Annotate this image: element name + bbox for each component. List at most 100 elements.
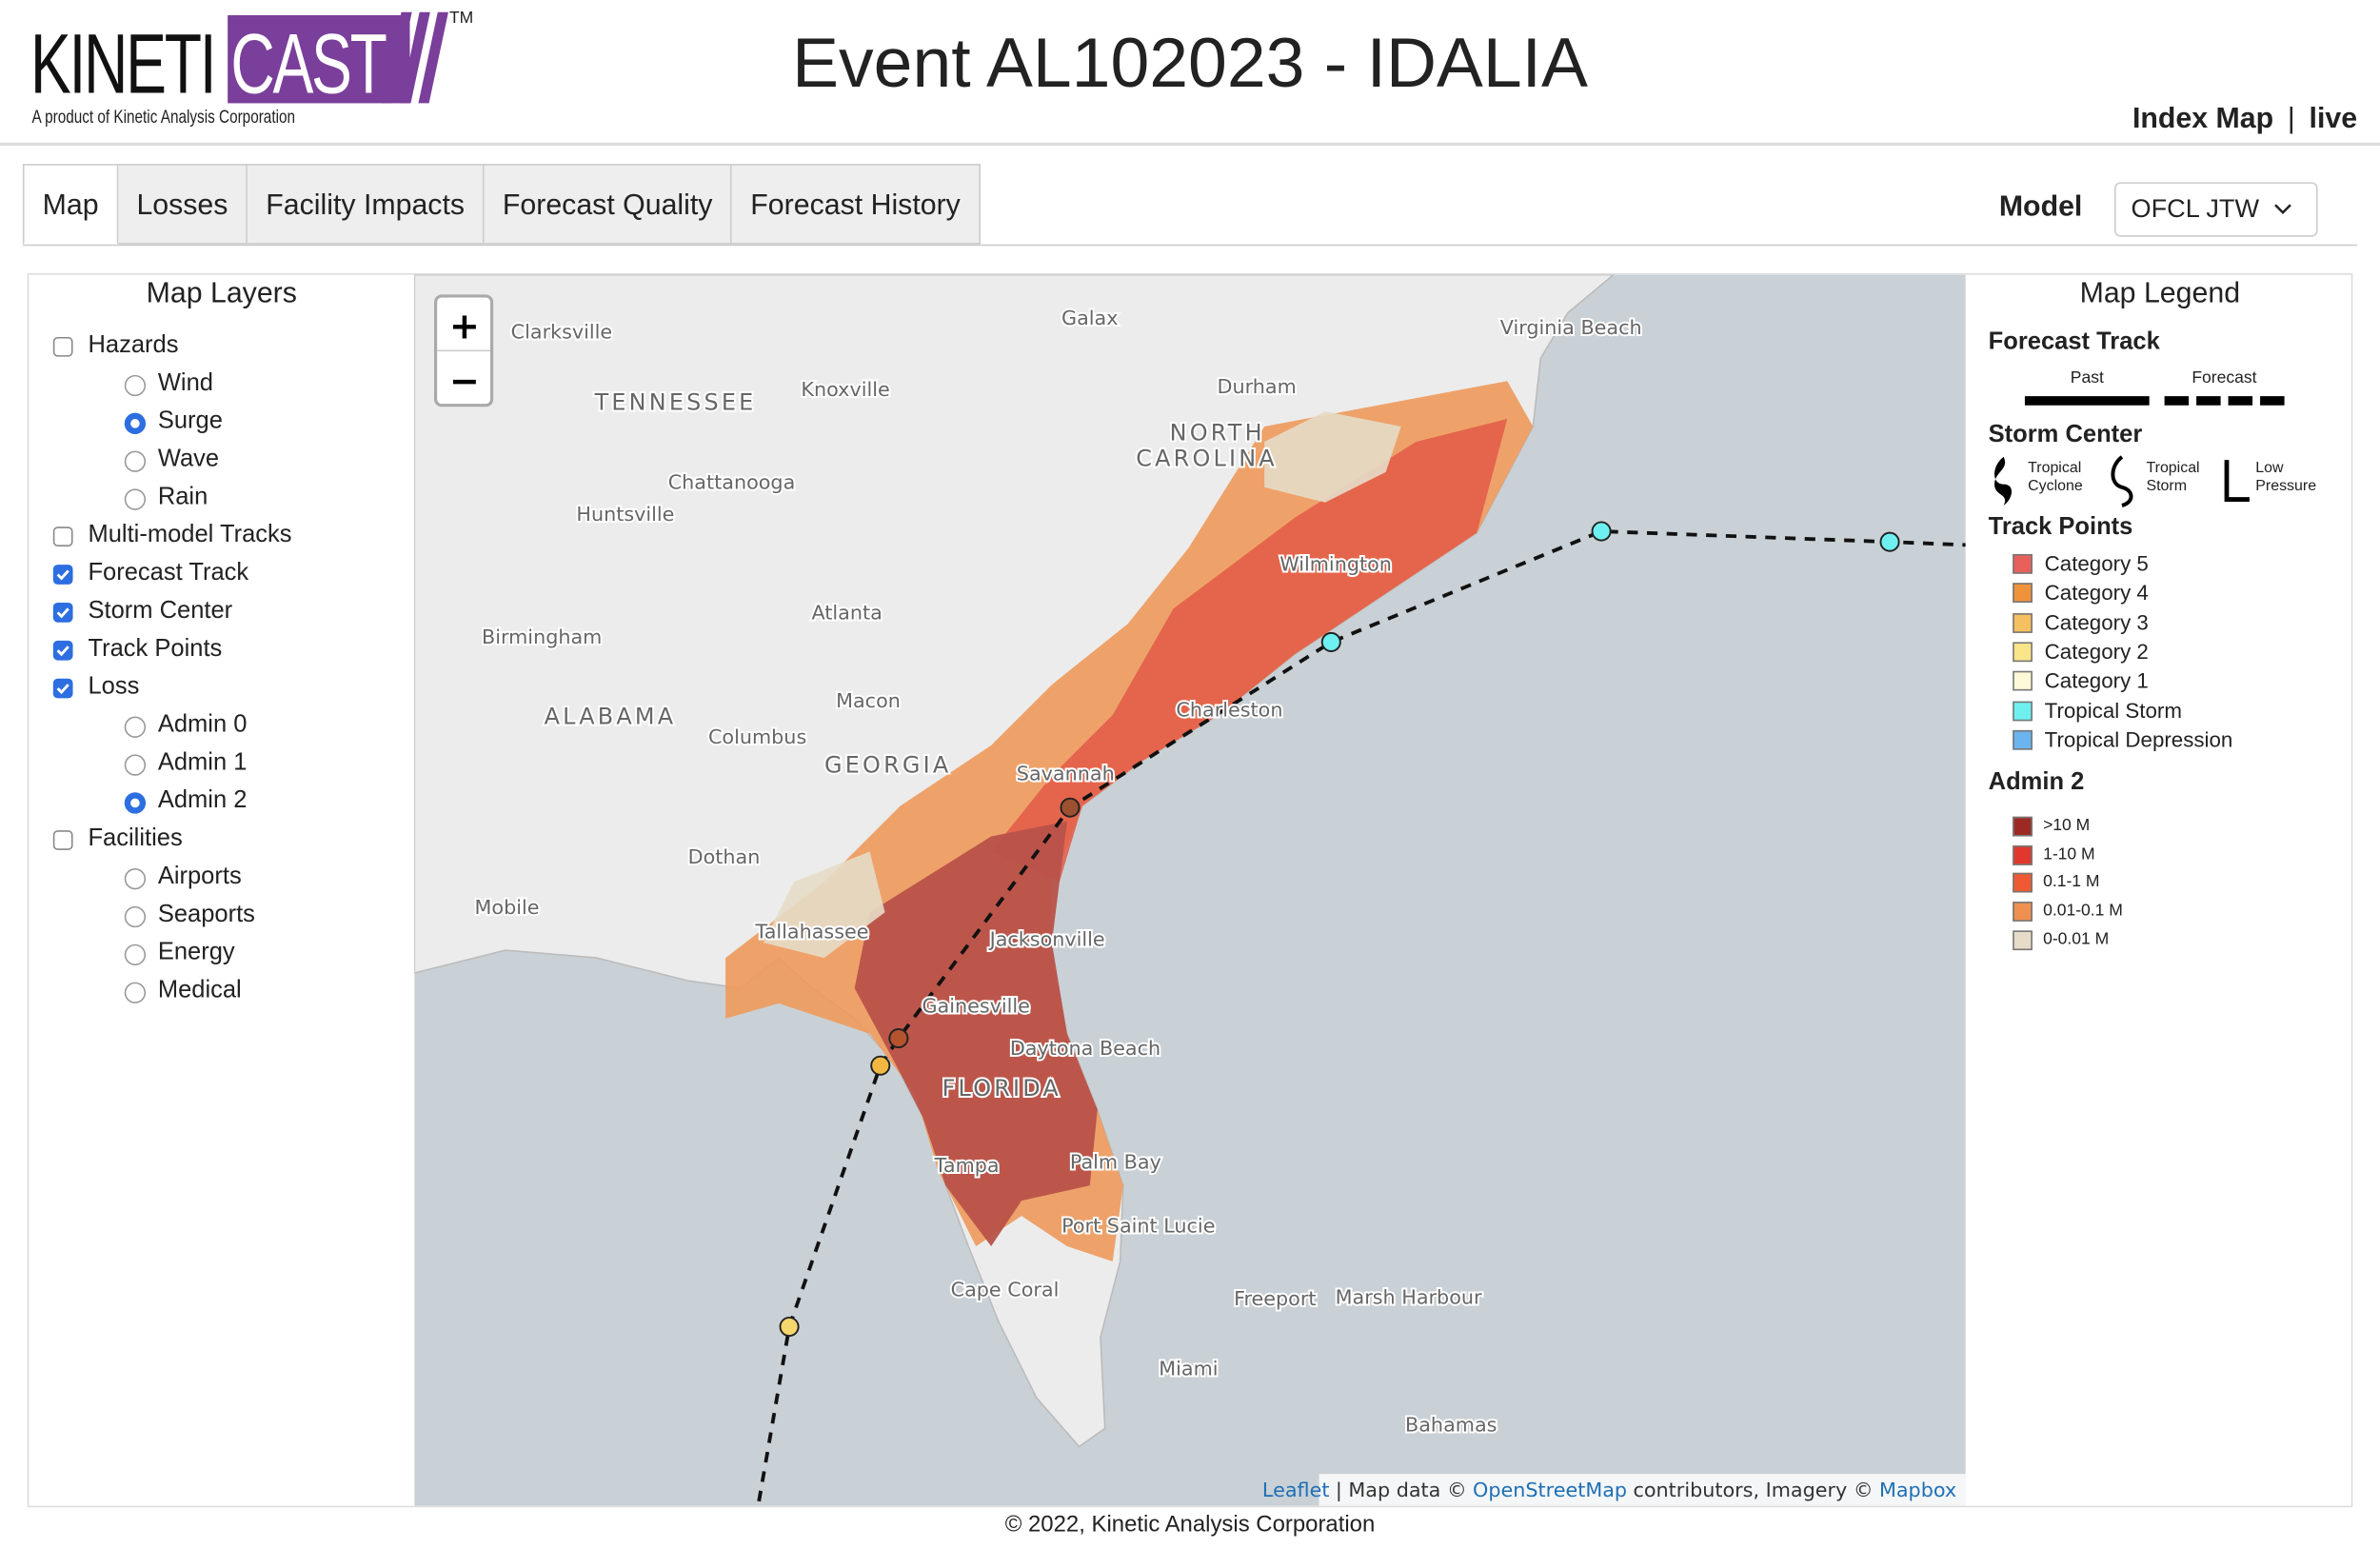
zoom-out[interactable]: − <box>449 360 480 403</box>
track-point[interactable] <box>888 1028 909 1049</box>
radio[interactable] <box>124 450 147 472</box>
layer-label[interactable]: Seaports <box>157 902 255 928</box>
place-label: Virginia Beach <box>1500 316 1642 339</box>
place-label: Birmingham <box>482 626 602 648</box>
place-label: Galax <box>1061 307 1118 329</box>
layer-label[interactable]: Admin 1 <box>157 749 248 776</box>
layer-label[interactable]: Energy <box>157 939 235 966</box>
legend-swatch <box>2013 844 2033 865</box>
tab[interactable]: Forecast Quality <box>484 164 733 245</box>
checkbox[interactable] <box>52 602 73 623</box>
radio[interactable] <box>124 905 147 928</box>
track-point[interactable] <box>779 1316 800 1338</box>
layer-label[interactable]: Multi-model Tracks <box>88 522 292 548</box>
track-point[interactable] <box>1060 797 1081 818</box>
tab[interactable]: Losses <box>118 164 248 245</box>
layer-label[interactable]: Wind <box>157 370 213 397</box>
attribution-bg <box>1319 1474 1966 1506</box>
legend-label: Tropical Depression <box>2044 726 2233 751</box>
storm-icon <box>2111 455 2133 507</box>
checkbox[interactable] <box>52 336 73 357</box>
place-label: Wilmington <box>1279 552 1392 575</box>
place-label: FLORIDA <box>942 1075 1061 1102</box>
layer-label[interactable]: Facilities <box>88 825 183 852</box>
attribution: Leaflet | Map data © OpenStreetMap contribu… <box>1262 1479 1956 1502</box>
radio[interactable] <box>124 488 147 510</box>
layer-label[interactable]: Loss <box>88 673 140 701</box>
layer-label[interactable]: Medical <box>157 977 242 1003</box>
separator: | <box>2287 103 2295 135</box>
nav-links: Index Map | live <box>2127 103 2358 136</box>
tab[interactable]: Facility Impacts <box>248 164 485 245</box>
attribution-part[interactable]: OpenStreetMap <box>1473 1479 1627 1501</box>
layer-label[interactable]: Surge <box>157 407 223 434</box>
layer-label[interactable]: Track Points <box>88 636 223 663</box>
place-label: Durham <box>1218 375 1297 398</box>
legend-label: Tropical Storm <box>2044 697 2182 723</box>
chevron <box>2274 204 2291 215</box>
track-point[interactable] <box>1879 531 1900 552</box>
attribution-part[interactable]: Leaflet <box>1262 1479 1330 1501</box>
legend-text: Storm <box>2146 478 2188 495</box>
checkbox[interactable] <box>52 678 73 699</box>
layer-label[interactable]: Rain <box>157 484 208 510</box>
layer-label[interactable]: Storm Center <box>88 598 233 625</box>
check-path <box>56 607 69 619</box>
nav-link[interactable]: Index Map <box>2132 103 2274 135</box>
legend-swatch <box>2013 671 2033 691</box>
checkbox[interactable] <box>52 526 73 546</box>
radio[interactable] <box>124 943 147 966</box>
legend-text: Pressure <box>2255 478 2317 495</box>
radio[interactable] <box>124 867 147 890</box>
place-label: Gainesville <box>922 994 1029 1017</box>
layer-label[interactable]: Hazards <box>88 332 179 359</box>
layer-label[interactable]: Forecast Track <box>88 560 249 586</box>
place-label: Macon <box>836 689 901 712</box>
layer-label[interactable]: Wave <box>157 446 220 472</box>
place-label: Charleston <box>1176 699 1282 722</box>
radio[interactable] <box>124 374 147 397</box>
tab-bar: Map Losses Facility Impacts Forecast Qualit… <box>22 164 981 245</box>
layer-label[interactable]: Airports <box>157 864 242 890</box>
place-label: Dothan <box>688 845 761 868</box>
radio[interactable] <box>124 716 147 738</box>
radio[interactable] <box>124 754 147 776</box>
logo-box <box>228 14 410 104</box>
map[interactable]: Clarksville Galax Virginia Beach TENNESSEE K… <box>414 274 1966 1506</box>
place-label: CAROLINA <box>1136 445 1278 471</box>
place-label: Bahamas <box>1405 1414 1497 1437</box>
place-label: Freeport <box>1234 1287 1316 1310</box>
legend-heading: Storm Center <box>1988 422 2143 448</box>
track-point[interactable] <box>870 1055 891 1076</box>
nav-link[interactable]: live <box>2309 103 2358 135</box>
tab[interactable]: Forecast History <box>732 164 981 245</box>
track-point[interactable] <box>1320 631 1341 652</box>
cyclone-icon <box>1994 456 2013 506</box>
legend-swatch <box>2013 612 2033 633</box>
attribution-part[interactable]: Mapbox <box>1879 1479 1956 1501</box>
legend-swatch <box>2013 553 2033 574</box>
checkbox[interactable] <box>52 830 73 850</box>
checkbox[interactable] <box>52 565 73 585</box>
place-label: ALABAMA <box>545 704 677 730</box>
place-label: Daytona Beach <box>1010 1037 1160 1060</box>
radio[interactable] <box>124 412 147 434</box>
checkbox[interactable] <box>52 640 73 661</box>
legend-text: Low <box>2255 460 2284 477</box>
layer-label[interactable]: Admin 2 <box>157 787 248 814</box>
place-label: Savannah <box>1017 763 1115 785</box>
track-point[interactable] <box>1591 521 1612 542</box>
place-label: Palm Bay <box>1070 1151 1161 1174</box>
radio[interactable] <box>124 792 147 814</box>
legend-label: 1-10 M <box>2043 844 2095 864</box>
legend-heading: Admin 2 <box>1988 769 2085 796</box>
check-path <box>56 645 69 657</box>
tab[interactable]: Map <box>22 164 119 245</box>
layers-panel: Map Layers Hazards Wind Surge Wave Rain Multi… <box>29 275 414 1506</box>
zoom-in[interactable]: + <box>449 306 480 348</box>
layer-label[interactable]: Admin 0 <box>157 711 248 738</box>
legend-label: Category 5 <box>2044 550 2149 576</box>
model-select[interactable]: OFCL JTW <box>2113 182 2318 237</box>
radio[interactable] <box>124 982 147 1003</box>
